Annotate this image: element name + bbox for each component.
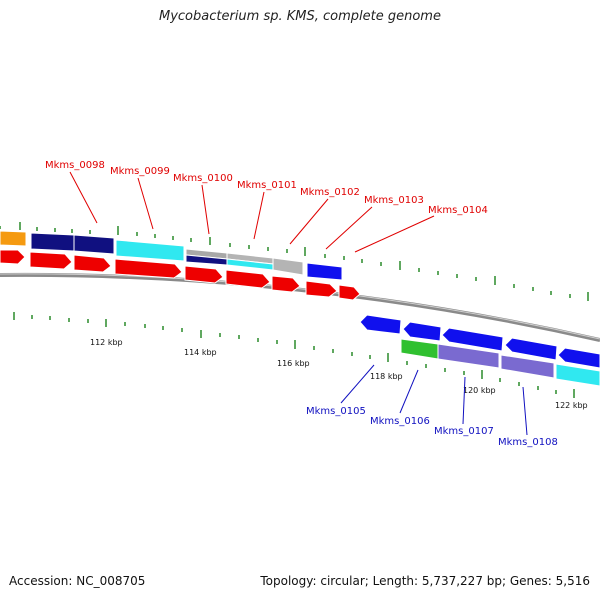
gene-arrow	[73, 254, 112, 273]
gene-label-top: Mkms_0102	[300, 187, 360, 198]
upper-color-track	[0, 230, 343, 281]
accession-text: Accession: NC_008705	[9, 574, 146, 588]
gene-box-navy	[73, 234, 115, 255]
gene-arrow	[0, 249, 26, 265]
bottom-gene-labels: Mkms_0105 Mkms_0106 Mkms_0107 Mkms_0108	[306, 364, 558, 448]
gene-arrow	[359, 314, 402, 335]
gene-box-navy	[30, 232, 75, 252]
gene-label-bottom: Mkms_0108	[498, 437, 558, 448]
scale-labels: 112 kbp 114 kbp 116 kbp 118 kbp 120 kbp …	[90, 338, 588, 410]
gene-arrow	[184, 265, 224, 284]
scale-label: 116 kbp	[277, 359, 310, 368]
gene-label-top: Mkms_0101	[237, 180, 297, 191]
gene-box-purple	[500, 354, 555, 379]
gene-label-bottom: Mkms_0106	[370, 416, 430, 427]
gene-label-top: Mkms_0103	[364, 195, 424, 206]
gene-box-green	[400, 338, 439, 360]
gene-label-top: Mkms_0104	[428, 205, 488, 216]
genome-backbone-highlight	[0, 273, 600, 340]
gene-arrow	[504, 337, 558, 361]
gene-label-top: Mkms_0100	[173, 173, 233, 184]
scale-label: 114 kbp	[184, 348, 217, 357]
scale-label: 118 kbp	[370, 372, 403, 381]
gene-label-top: Mkms_0098	[45, 160, 105, 171]
gene-label-top: Mkms_0099	[110, 166, 170, 177]
top-gene-labels: Mkms_0098 Mkms_0099 Mkms_0100 Mkms_0101 …	[45, 160, 488, 253]
gene-box-purple	[437, 343, 500, 369]
scale-label: 122 kbp	[555, 401, 588, 410]
gene-box-gray	[272, 257, 304, 276]
gene-box-cyan	[555, 363, 600, 387]
genome-summary: Topology: circular; Length: 5,737,227 bp…	[260, 574, 590, 588]
genome-backbone	[0, 272, 600, 342]
scale-label: 120 kbp	[463, 386, 496, 395]
gene-arrow	[29, 251, 73, 270]
forward-strand-arrows	[0, 249, 361, 301]
gene-arrow	[557, 347, 600, 369]
gene-arrow	[441, 327, 504, 352]
tick-row-top	[0, 222, 589, 301]
gene-box-cyan	[115, 239, 185, 262]
gene-arrow	[305, 280, 338, 298]
gene-arrow	[338, 284, 361, 301]
tick-row-bottom	[13, 312, 575, 398]
gene-arrow	[271, 275, 301, 293]
gene-label-bottom: Mkms_0105	[306, 406, 366, 417]
gene-box-orange	[0, 230, 27, 247]
gene-label-bottom: Mkms_0107	[434, 426, 494, 437]
gene-arrow	[402, 321, 442, 342]
gene-box-blue	[306, 262, 343, 281]
reverse-strand-arrows	[359, 314, 600, 369]
gene-arrow	[225, 269, 271, 289]
gene-arrow	[114, 258, 183, 279]
lower-color-track	[400, 338, 600, 387]
map-title: Mycobacterium sp. KMS, complete genome	[159, 9, 441, 24]
scale-label: 112 kbp	[90, 338, 123, 347]
